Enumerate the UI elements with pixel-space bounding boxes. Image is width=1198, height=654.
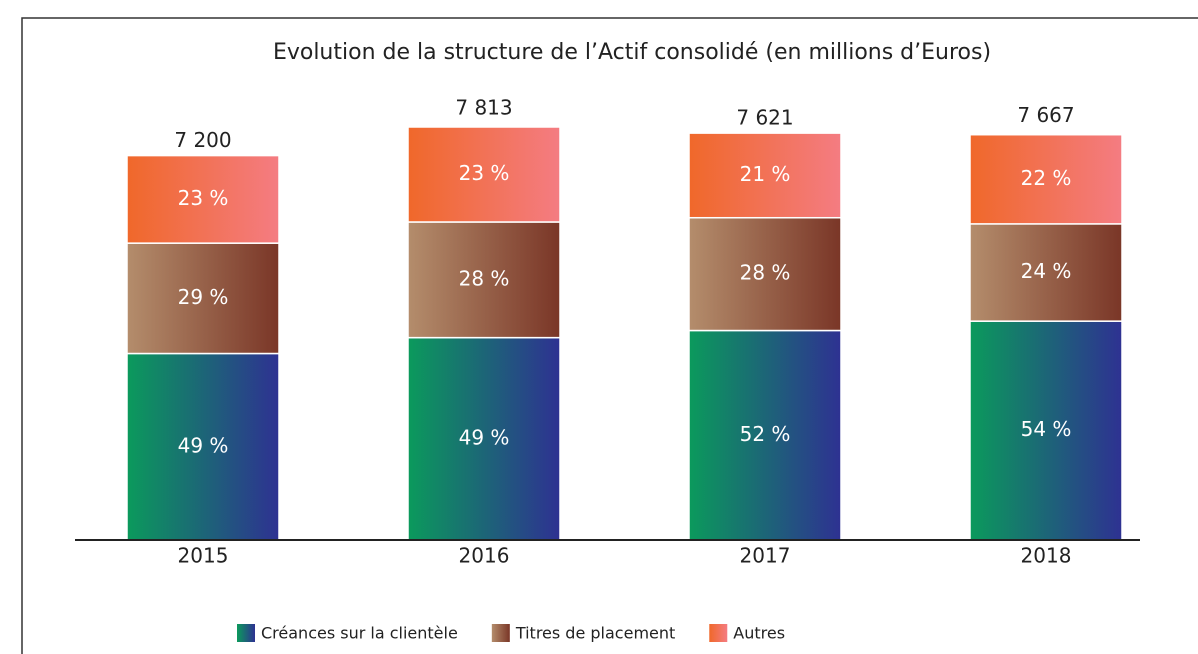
- x-tick-label: 2018: [1021, 544, 1072, 568]
- bar-segment: [126, 352, 280, 541]
- legend-label: Titres de placement: [515, 624, 675, 643]
- value-label: 23 %: [459, 161, 510, 185]
- total-label: 7 621: [736, 106, 793, 130]
- value-label: 52 %: [740, 422, 791, 446]
- value-label: 29 %: [178, 285, 229, 309]
- total-label: 7 667: [1017, 103, 1074, 127]
- bar-segment: [688, 216, 842, 332]
- legend-label: Autres: [733, 624, 785, 643]
- value-label: 28 %: [740, 261, 791, 285]
- bar-segment: [126, 154, 280, 244]
- value-label: 54 %: [1021, 417, 1072, 441]
- value-label: 49 %: [178, 433, 229, 457]
- bar-segment: [407, 126, 561, 223]
- bar-segment: [688, 132, 842, 219]
- value-label: 28 %: [459, 266, 510, 290]
- legend-label: Créances sur la clientèle: [261, 624, 458, 643]
- bar-segment: [969, 133, 1123, 225]
- bar-segment: [969, 320, 1123, 541]
- bar-segment: [126, 242, 280, 355]
- chart-title: Evolution de la structure de l’Actif con…: [273, 40, 991, 65]
- x-tick-label: 2015: [178, 544, 229, 568]
- total-label: 7 200: [174, 128, 231, 152]
- value-label: 21 %: [740, 162, 791, 186]
- frame: [21, 17, 1198, 654]
- value-label: 22 %: [1021, 166, 1072, 190]
- value-label: 24 %: [1021, 259, 1072, 283]
- value-label: 23 %: [178, 186, 229, 210]
- legend-swatch: [491, 624, 510, 642]
- value-label: 49 %: [459, 425, 510, 449]
- x-tick-label: 2017: [740, 544, 791, 568]
- legend-swatch: [709, 624, 728, 642]
- legend-swatch: [237, 624, 255, 642]
- bar-segment: [969, 223, 1123, 322]
- total-label: 7 813: [455, 96, 512, 120]
- x-tick-label: 2016: [459, 544, 510, 568]
